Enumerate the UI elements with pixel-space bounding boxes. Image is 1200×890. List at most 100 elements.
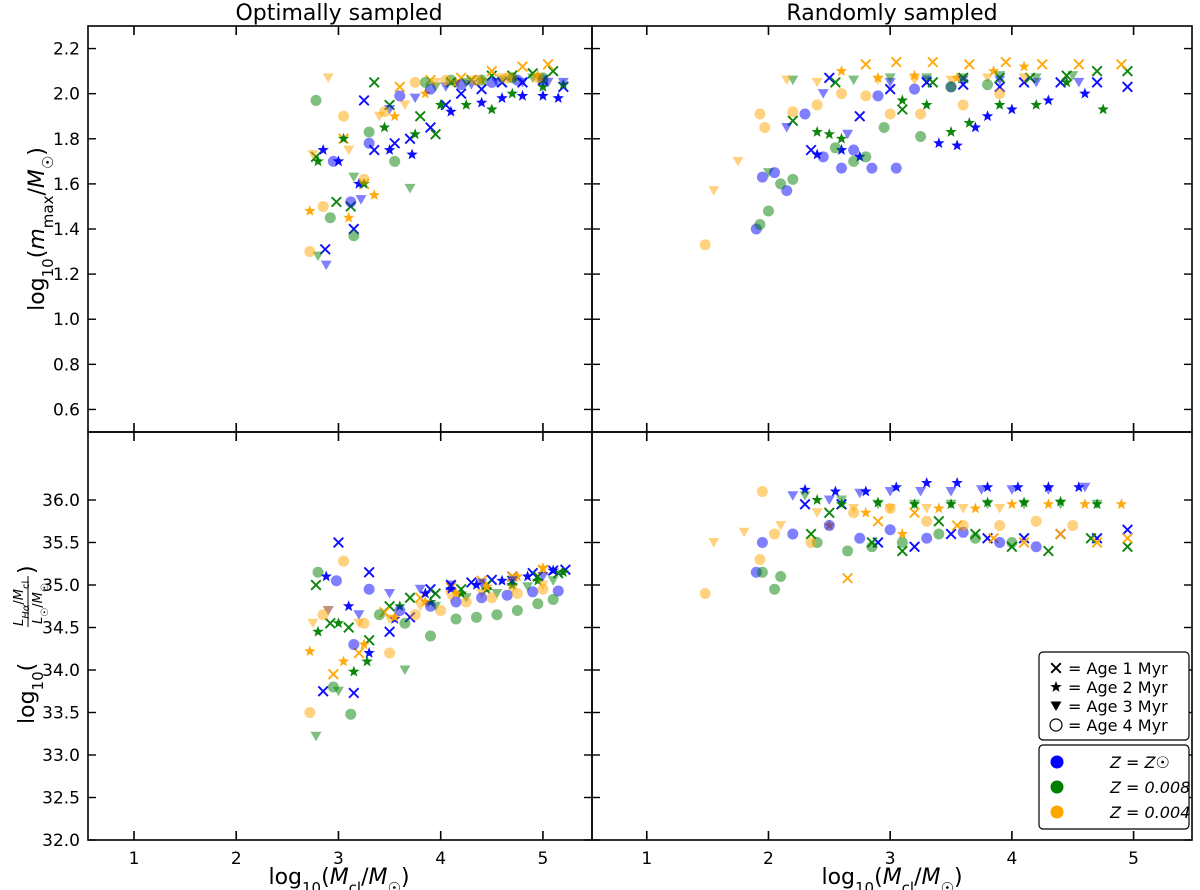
data-point-triangle (854, 488, 866, 499)
data-point-circle (854, 532, 866, 544)
data-point-circle (501, 72, 513, 84)
data-point-x (1091, 537, 1103, 548)
data-point-star (547, 564, 559, 576)
data-point-star (854, 150, 866, 162)
data-point-circle (878, 122, 890, 133)
data-point-circle (787, 528, 799, 540)
data-point-circle (884, 503, 896, 514)
data-point-triangle (738, 527, 750, 538)
data-point-x (358, 94, 370, 106)
y-tick-label: 1.4 (53, 220, 80, 240)
data-point-x (353, 647, 365, 659)
x-tick-label: 1 (129, 849, 140, 869)
svg-text:L☉/M☉: L☉/M☉ (31, 583, 51, 624)
data-point-circle (866, 541, 878, 553)
data-point-circle (440, 74, 452, 86)
data-point-x (368, 76, 380, 88)
data-point-circle (399, 617, 411, 629)
data-point-x (927, 56, 939, 68)
data-point-circle (460, 596, 472, 608)
data-point-circle (1030, 541, 1042, 553)
data-point-star (981, 481, 994, 493)
data-point-triangle (404, 183, 416, 194)
data-point-star (532, 574, 544, 586)
data-point-circle (409, 609, 421, 621)
data-point-triangle (476, 578, 488, 589)
data-point-x (332, 537, 344, 548)
y-tick-label: 0.8 (53, 355, 80, 375)
data-point-star (304, 645, 316, 657)
data-point-circle (424, 600, 436, 612)
data-point-circle (769, 528, 781, 540)
data-point-circle (933, 528, 945, 540)
data-point-triangle (975, 485, 987, 495)
data-point-circle (394, 605, 406, 616)
legend-age-marker (1050, 701, 1062, 711)
y-tick-label: 2.0 (53, 85, 80, 105)
data-point-circle (338, 555, 350, 567)
data-point-triangle (445, 593, 457, 603)
data-point-star (537, 80, 549, 92)
data-point-star (1097, 103, 1109, 115)
data-point-triangle (708, 538, 720, 548)
data-point-star (348, 665, 360, 677)
data-point-circle (921, 515, 933, 527)
data-point-circle (304, 707, 316, 718)
x-tick-label: 2 (231, 849, 242, 869)
data-point-triangle (811, 77, 823, 88)
data-point-triangle (445, 580, 457, 590)
data-point-star (1042, 94, 1055, 106)
data-point-circle (756, 566, 768, 578)
data-point-x (425, 122, 436, 133)
data-point-triangle (1091, 499, 1103, 510)
data-point-triangle (787, 491, 799, 501)
data-point-triangle (921, 504, 933, 514)
data-point-triangle (384, 589, 396, 599)
data-point-star (475, 96, 488, 108)
data-point-circle (389, 155, 401, 167)
data-point-star (361, 655, 373, 667)
data-point-circle (890, 162, 902, 174)
data-point-x (1122, 524, 1133, 536)
data-point-star (455, 587, 467, 599)
data-point-triangle (817, 89, 829, 99)
data-point-star (521, 570, 534, 582)
svg-text:): ) (15, 565, 40, 574)
data-point-circle (345, 196, 357, 208)
data-point-circle (957, 520, 969, 531)
data-point-star (481, 580, 493, 592)
data-point-star (1006, 103, 1018, 115)
data-point-triangle (945, 487, 957, 497)
x-tick-label: 3 (885, 849, 896, 869)
data-point-x (799, 498, 811, 510)
data-point-x (823, 507, 835, 519)
data-point-triangle (409, 93, 421, 104)
data-point-circle (409, 76, 421, 88)
data-point-circle (537, 583, 549, 595)
data-point-triangle (884, 487, 896, 497)
data-point-star (811, 148, 823, 160)
data-point-circle (424, 630, 436, 642)
data-point-x (455, 88, 467, 100)
data-point-circle (330, 575, 342, 587)
data-point-circle (817, 151, 829, 163)
x-tick-label: 1 (641, 849, 652, 869)
data-point-x (896, 545, 908, 557)
data-point-triangle (1030, 73, 1042, 83)
data-point-star (1042, 498, 1055, 510)
data-point-triangle (781, 123, 793, 133)
data-point-star (951, 139, 963, 151)
data-point-triangle (547, 576, 559, 586)
data-point-star (312, 155, 324, 167)
data-point-circle (486, 592, 498, 604)
data-point-circle (358, 617, 370, 629)
data-point-circle (348, 639, 360, 650)
data-point-star (368, 189, 380, 201)
data-point-circle (511, 588, 523, 599)
data-point-circle (363, 126, 375, 138)
x-axis-label-left: log10(Mcl/M☉) (268, 865, 409, 890)
data-point-circle (805, 537, 817, 548)
data-point-star (969, 121, 982, 133)
data-point-star (434, 98, 447, 110)
data-point-circle (769, 583, 781, 595)
